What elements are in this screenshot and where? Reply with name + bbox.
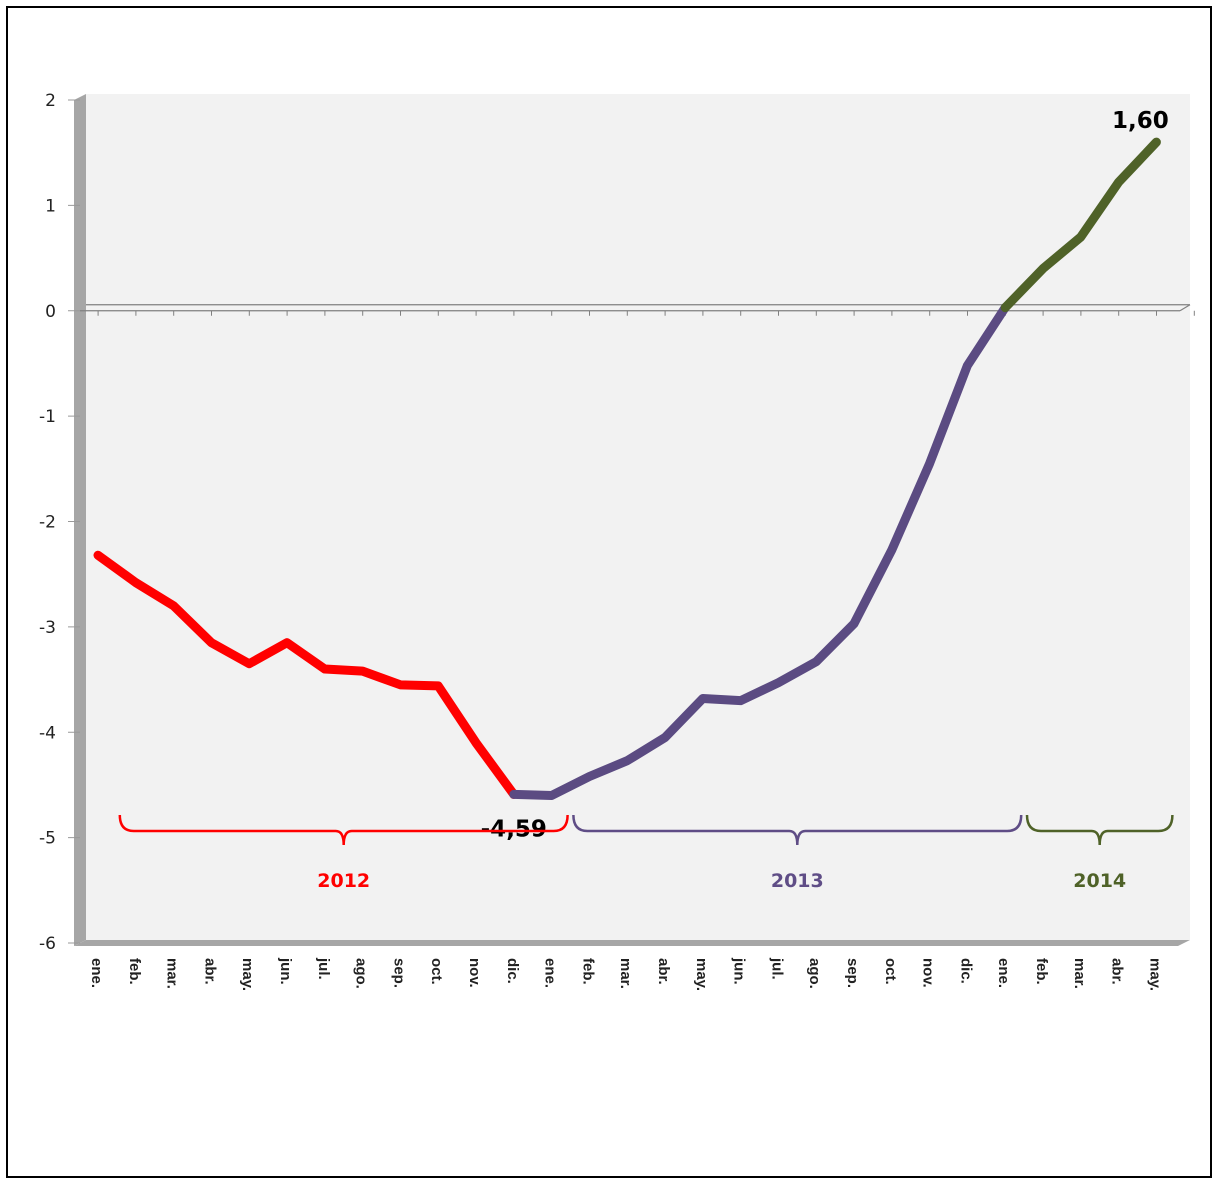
x-tick-label: may.	[1146, 958, 1163, 991]
x-tick-label: ene.	[542, 958, 559, 988]
x-axis-floor	[74, 940, 1190, 946]
year-bracket	[1025, 814, 1174, 846]
y-tick-label: -2	[39, 513, 56, 533]
x-tick-label: oct.	[882, 958, 899, 985]
y-axis-wall	[74, 94, 86, 946]
y-tick-label: 1	[45, 196, 56, 216]
y-tick-label: 2	[45, 91, 56, 111]
year-label: 2014	[1073, 870, 1126, 892]
x-tick-label: sep.	[390, 958, 407, 988]
year-label: 2012	[317, 870, 370, 892]
x-tick-label: dic.	[957, 958, 974, 984]
data-label: 1,60	[1112, 108, 1169, 134]
x-tick-label: may.	[239, 958, 256, 991]
x-tick-label: nov.	[466, 958, 483, 988]
data-label: -4,59	[481, 816, 547, 842]
x-tick-label: mar.	[1071, 958, 1088, 989]
x-tick-label: abr.	[201, 958, 218, 985]
series-line-3	[1000, 137, 1161, 313]
zero-line-edge	[1179, 304, 1191, 312]
y-tick-label: -4	[39, 723, 56, 743]
x-tick-label: may.	[693, 958, 710, 991]
x-tick-label: ago.	[806, 958, 823, 989]
x-tick-label: ago.	[353, 958, 370, 989]
x-tick-label: jul.	[768, 957, 785, 980]
x-tick-label: jun.	[277, 957, 294, 985]
x-tick-label: ene.	[88, 958, 105, 988]
series-line-2	[509, 303, 1010, 800]
x-tick-label: abr.	[655, 958, 672, 985]
x-tick-label: ene.	[995, 958, 1012, 988]
y-tick-label: -5	[39, 829, 56, 849]
x-tick-label: oct.	[428, 958, 445, 985]
plot-area	[86, 94, 1190, 940]
y-tick-label: 0	[45, 302, 56, 322]
x-tick-label: nov.	[920, 958, 937, 988]
x-tick-label: feb.	[1033, 958, 1050, 985]
x-tick-label: jun.	[731, 957, 748, 985]
x-tick-label: sep.	[844, 958, 861, 988]
year-label: 2013	[771, 870, 824, 892]
year-bracket	[118, 814, 569, 846]
year-bracket	[572, 814, 1023, 846]
y-tick-label: -3	[39, 618, 56, 638]
x-tick-label: mar.	[164, 958, 181, 989]
x-tick-label: dic.	[504, 958, 521, 984]
x-tick-label: feb.	[579, 958, 596, 985]
x-tick-label: feb.	[126, 958, 143, 985]
x-tick-label: mar.	[617, 958, 634, 989]
y-tick-label: -1	[39, 407, 56, 427]
y-tick-label: -6	[39, 934, 56, 954]
series-line-1	[93, 550, 519, 799]
x-tick-label: jul.	[315, 957, 332, 980]
x-tick-label: abr.	[1109, 958, 1126, 985]
